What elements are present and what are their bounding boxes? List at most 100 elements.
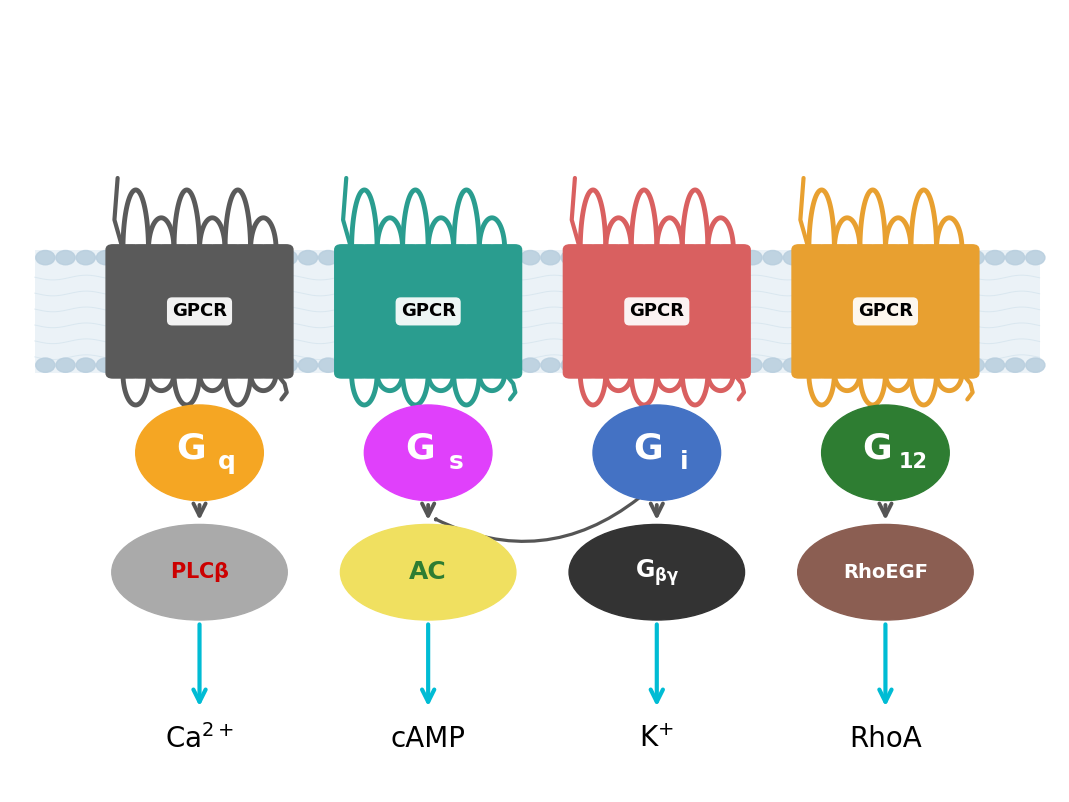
Circle shape bbox=[117, 358, 136, 372]
Circle shape bbox=[521, 250, 540, 265]
Circle shape bbox=[723, 250, 742, 265]
Text: GPCR: GPCR bbox=[858, 302, 913, 321]
Circle shape bbox=[1026, 250, 1045, 265]
Circle shape bbox=[884, 250, 903, 265]
Circle shape bbox=[359, 358, 378, 372]
FancyBboxPatch shape bbox=[106, 244, 140, 379]
Circle shape bbox=[723, 358, 742, 372]
Text: G$_{\mathbf{\beta\gamma}}$: G$_{\mathbf{\beta\gamma}}$ bbox=[635, 557, 679, 588]
Circle shape bbox=[480, 358, 499, 372]
Circle shape bbox=[925, 358, 944, 372]
Circle shape bbox=[460, 358, 479, 372]
FancyBboxPatch shape bbox=[691, 244, 726, 379]
Circle shape bbox=[117, 250, 136, 265]
Circle shape bbox=[561, 250, 580, 265]
Bar bbox=[34, 249, 1040, 373]
Circle shape bbox=[298, 358, 317, 372]
Circle shape bbox=[763, 250, 783, 265]
Circle shape bbox=[420, 358, 438, 372]
Circle shape bbox=[945, 250, 964, 265]
Circle shape bbox=[76, 250, 95, 265]
FancyBboxPatch shape bbox=[817, 244, 852, 379]
Circle shape bbox=[137, 358, 156, 372]
Circle shape bbox=[298, 250, 317, 265]
Text: s: s bbox=[448, 451, 463, 474]
Circle shape bbox=[965, 250, 985, 265]
Circle shape bbox=[541, 250, 560, 265]
Circle shape bbox=[400, 250, 419, 265]
Circle shape bbox=[500, 358, 520, 372]
Circle shape bbox=[365, 405, 492, 500]
FancyBboxPatch shape bbox=[259, 244, 294, 379]
FancyBboxPatch shape bbox=[562, 244, 598, 379]
FancyBboxPatch shape bbox=[868, 244, 903, 379]
Circle shape bbox=[804, 250, 823, 265]
FancyBboxPatch shape bbox=[410, 244, 446, 379]
Circle shape bbox=[743, 250, 762, 265]
Circle shape bbox=[198, 250, 217, 265]
Circle shape bbox=[582, 358, 601, 372]
Text: G: G bbox=[405, 431, 434, 466]
FancyBboxPatch shape bbox=[487, 244, 523, 379]
FancyBboxPatch shape bbox=[791, 244, 826, 379]
FancyBboxPatch shape bbox=[842, 244, 878, 379]
Circle shape bbox=[379, 250, 399, 265]
Circle shape bbox=[76, 358, 95, 372]
FancyBboxPatch shape bbox=[207, 244, 243, 379]
Text: GPCR: GPCR bbox=[172, 302, 227, 321]
Circle shape bbox=[237, 250, 257, 265]
Circle shape bbox=[96, 250, 115, 265]
Circle shape bbox=[864, 250, 883, 265]
Ellipse shape bbox=[340, 525, 516, 620]
Text: PLC$\mathbf{\beta}$: PLC$\mathbf{\beta}$ bbox=[170, 561, 230, 584]
Circle shape bbox=[218, 250, 236, 265]
Text: q: q bbox=[218, 451, 236, 474]
Circle shape bbox=[582, 250, 601, 265]
Circle shape bbox=[804, 358, 823, 372]
Ellipse shape bbox=[797, 525, 973, 620]
Circle shape bbox=[339, 358, 358, 372]
Circle shape bbox=[904, 358, 924, 372]
Circle shape bbox=[682, 250, 701, 265]
Circle shape bbox=[35, 250, 55, 265]
Circle shape bbox=[986, 250, 1005, 265]
Circle shape bbox=[521, 358, 540, 372]
Circle shape bbox=[137, 250, 156, 265]
Circle shape bbox=[641, 358, 661, 372]
Circle shape bbox=[602, 358, 621, 372]
Circle shape bbox=[480, 250, 499, 265]
Circle shape bbox=[843, 250, 863, 265]
FancyBboxPatch shape bbox=[385, 244, 420, 379]
Circle shape bbox=[500, 250, 520, 265]
FancyBboxPatch shape bbox=[894, 244, 929, 379]
Circle shape bbox=[96, 358, 115, 372]
Circle shape bbox=[460, 250, 479, 265]
Text: 12: 12 bbox=[899, 452, 928, 472]
FancyBboxPatch shape bbox=[156, 244, 191, 379]
Circle shape bbox=[379, 358, 399, 372]
Circle shape bbox=[822, 405, 949, 500]
FancyBboxPatch shape bbox=[919, 244, 954, 379]
FancyBboxPatch shape bbox=[182, 244, 217, 379]
FancyArrowPatch shape bbox=[435, 498, 638, 541]
FancyBboxPatch shape bbox=[130, 244, 166, 379]
FancyBboxPatch shape bbox=[233, 244, 268, 379]
Circle shape bbox=[662, 250, 681, 265]
FancyBboxPatch shape bbox=[665, 244, 700, 379]
FancyBboxPatch shape bbox=[944, 244, 979, 379]
FancyBboxPatch shape bbox=[359, 244, 394, 379]
Circle shape bbox=[602, 250, 621, 265]
Circle shape bbox=[965, 358, 985, 372]
Text: G: G bbox=[862, 431, 892, 466]
Text: AC: AC bbox=[409, 561, 447, 584]
Circle shape bbox=[278, 358, 297, 372]
Circle shape bbox=[237, 358, 257, 372]
Circle shape bbox=[56, 358, 75, 372]
Text: K$^{+}$: K$^{+}$ bbox=[639, 726, 675, 754]
Circle shape bbox=[641, 250, 661, 265]
Circle shape bbox=[258, 358, 277, 372]
Circle shape bbox=[945, 358, 964, 372]
Circle shape bbox=[986, 358, 1005, 372]
Circle shape bbox=[622, 250, 640, 265]
Circle shape bbox=[359, 250, 378, 265]
